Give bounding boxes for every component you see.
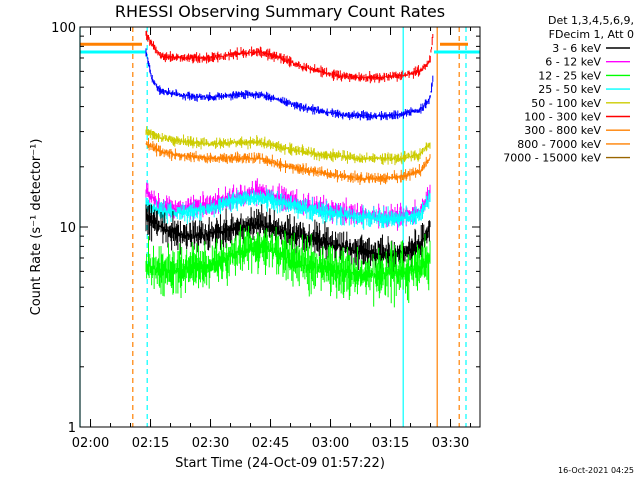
series-100-300-kev — [145, 30, 434, 84]
chart-title: RHESSI Observing Summary Count Rates — [115, 2, 445, 21]
legend-header-line-1: Det 1,3,4,5,6,9, — [548, 14, 634, 27]
series-25-50-kev — [145, 188, 431, 230]
legend-label-9: 7000 - 15000 keV — [503, 152, 601, 165]
legend-header-line-2: FDecim 1, Att 0 — [549, 28, 634, 41]
legend-label-3: 12 - 25 keV — [538, 69, 601, 82]
legend-label-2: 6 - 12 keV — [545, 56, 601, 69]
series-layer — [80, 30, 480, 308]
y-tick-label-1: 10 — [59, 221, 76, 236]
y-tick-label-0: 1 — [68, 421, 76, 436]
x-tick-label-5: 03:15 — [372, 436, 409, 451]
series-12-25-kev — [145, 224, 431, 308]
legend-label-7: 300 - 800 keV — [524, 124, 601, 137]
legend-label-6: 100 - 300 keV — [524, 111, 601, 124]
vertical-markers — [79, 27, 467, 427]
x-tick-label-6: 03:30 — [432, 436, 469, 451]
x-tick-label-3: 02:45 — [252, 436, 289, 451]
x-tick-label-0: 02:00 — [72, 436, 109, 451]
timestamp: 16-Oct-2021 04:25 — [558, 466, 634, 475]
legend: Det 1,3,4,5,6,9, FDecim 1, Att 0 3 - 6 k… — [503, 14, 634, 165]
y-axis-label: Count Rate (s⁻¹ detector⁻¹) — [29, 139, 44, 316]
x-tick-label-4: 03:00 — [312, 436, 349, 451]
x-tick-label-2: 02:30 — [192, 436, 229, 451]
series-800-7000-kev — [145, 48, 434, 121]
legend-label-5: 50 - 100 keV — [531, 97, 601, 110]
x-axis-ticks: 02:00 02:15 02:30 02:45 03:00 03:15 03:30 — [72, 27, 472, 451]
legend-label-4: 25 - 50 keV — [538, 83, 601, 96]
series-50-100-kev — [145, 126, 431, 166]
legend-label-8: 800 - 7000 keV — [517, 138, 601, 151]
y-axis-ticks: 1 10 100 — [51, 21, 480, 436]
series-300-800-kev — [145, 137, 431, 185]
y-tick-label-2: 100 — [51, 21, 76, 36]
x-tick-label-1: 02:15 — [132, 436, 169, 451]
x-axis-label: Start Time (24-Oct-09 01:57:22) — [175, 456, 385, 471]
legend-label-1: 3 - 6 keV — [552, 42, 601, 55]
